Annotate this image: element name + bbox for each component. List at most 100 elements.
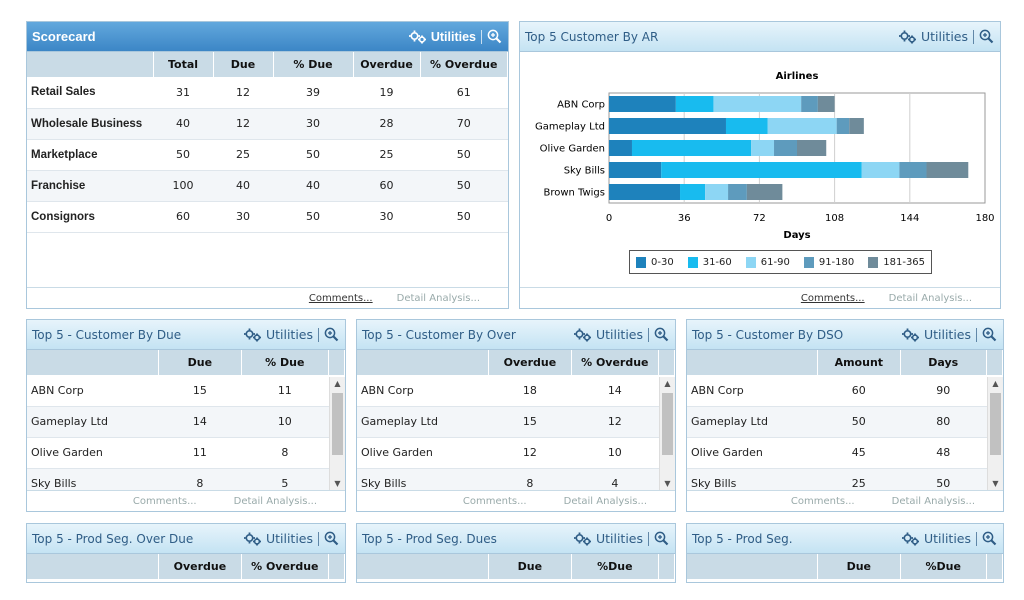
table-row[interactable]: Gameplay Ltd 14 10 xyxy=(27,406,345,438)
column-header: Due xyxy=(488,554,572,579)
legend-label: 31-60 xyxy=(702,256,732,268)
scroll-header-spacer xyxy=(986,554,1003,579)
zoom-icon[interactable] xyxy=(654,531,669,546)
scrollbar-thumb[interactable] xyxy=(332,393,343,455)
detail-analysis-link[interactable]: Detail Analysis... xyxy=(888,292,972,304)
column-header xyxy=(687,554,819,579)
legend-item[interactable]: 31-60 xyxy=(687,256,732,268)
scrollbar-thumb[interactable] xyxy=(662,393,673,455)
vertical-scrollbar[interactable]: ▲ ▼ xyxy=(987,377,1003,491)
detail-analysis-link[interactable]: Detail Analysis... xyxy=(233,495,317,507)
utilities-button[interactable]: Utilities xyxy=(923,531,971,546)
y-category-label: ABN Corp xyxy=(557,100,605,111)
table-cell: 50 xyxy=(420,139,508,171)
zoom-icon[interactable] xyxy=(487,29,502,44)
table-cell: 50 xyxy=(273,139,353,171)
bar-segment xyxy=(751,140,775,156)
legend-item[interactable]: 91-180 xyxy=(803,256,854,268)
table-row[interactable]: Olive Garden 12 10 xyxy=(357,437,675,469)
scorecard-table: Total Due% Due Overdue% Overdue Retail Sal… xyxy=(27,52,508,233)
vertical-scrollbar[interactable]: ▲ ▼ xyxy=(329,377,345,491)
table-row[interactable]: Gameplay Ltd 15 12 xyxy=(357,406,675,438)
zoom-icon[interactable] xyxy=(979,29,994,44)
table-cell: 12 xyxy=(213,77,273,109)
gears-icon[interactable] xyxy=(243,327,263,343)
scorecard-row[interactable]: Consignors 60 30 50 30 50 xyxy=(27,201,508,233)
table-cell: 19 xyxy=(353,77,420,109)
ar-footer: Comments... Detail Analysis... xyxy=(520,287,1000,308)
bar-segment xyxy=(609,140,632,156)
legend-label: 181-365 xyxy=(883,256,926,268)
scorecard-header: Scorecard Utilities xyxy=(27,22,508,52)
vertical-scrollbar[interactable]: ▲ ▼ xyxy=(659,377,675,491)
scrollbar-thumb[interactable] xyxy=(990,393,1001,455)
zoom-icon[interactable] xyxy=(982,531,997,546)
scorecard-row[interactable]: Retail Sales 31 12 39 19 61 xyxy=(27,77,508,109)
detail-analysis-link[interactable]: Detail Analysis... xyxy=(891,495,975,507)
prod-seg-dues-panel: Top 5 - Prod Seg. Dues Utilities Due %Due xyxy=(356,523,676,583)
utilities-button[interactable]: Utilities xyxy=(430,29,476,44)
gears-icon[interactable] xyxy=(573,327,593,343)
utilities-button[interactable]: Utilities xyxy=(595,327,643,342)
table-cell: 40 xyxy=(153,108,213,140)
comments-link[interactable]: Comments... xyxy=(308,292,373,304)
table-row[interactable]: ABN Corp 15 11 xyxy=(27,375,345,407)
table-cell: 15 xyxy=(488,406,572,438)
comments-link[interactable]: Comments... xyxy=(132,495,197,507)
legend-swatch xyxy=(868,256,879,268)
comments-link[interactable]: Comments... xyxy=(790,495,855,507)
scroll-down-icon[interactable]: ▼ xyxy=(664,479,671,488)
gears-icon[interactable] xyxy=(408,29,428,45)
table-cell: 90 xyxy=(900,375,987,407)
utilities-button[interactable]: Utilities xyxy=(923,327,971,342)
utilities-button[interactable]: Utilities xyxy=(595,531,643,546)
table-cell: 60 xyxy=(353,170,420,202)
comments-link[interactable]: Comments... xyxy=(462,495,527,507)
gears-icon[interactable] xyxy=(573,531,593,547)
legend-item[interactable]: 181-365 xyxy=(868,256,926,268)
zoom-icon[interactable] xyxy=(982,327,997,342)
scorecard-row[interactable]: Wholesale Business 40 12 30 28 70 xyxy=(27,108,508,140)
detail-analysis-link[interactable]: Detail Analysis... xyxy=(396,292,480,304)
gears-icon[interactable] xyxy=(243,531,263,547)
zoom-icon[interactable] xyxy=(324,327,339,342)
ar-header: Top 5 Customer By AR Utilities xyxy=(520,22,1000,52)
table-cell: ABN Corp xyxy=(687,375,818,407)
toolbar-separator xyxy=(318,531,319,546)
detail-analysis-link[interactable]: Detail Analysis... xyxy=(563,495,647,507)
scroll-up-icon[interactable]: ▲ xyxy=(334,379,341,388)
bar-segment xyxy=(680,184,706,200)
table-cell: 8 xyxy=(241,437,329,469)
zoom-icon[interactable] xyxy=(324,531,339,546)
table-row[interactable]: ABN Corp 18 14 xyxy=(357,375,675,407)
segment-table: Overdue% Overdue xyxy=(27,554,345,579)
utilities-button[interactable]: Utilities xyxy=(265,327,313,342)
scroll-down-icon[interactable]: ▼ xyxy=(334,479,341,488)
panel-title: Top 5 - Prod Seg. Over Due xyxy=(32,531,194,546)
column-header xyxy=(27,350,159,375)
scroll-up-icon[interactable]: ▲ xyxy=(992,379,999,388)
utilities-button[interactable]: Utilities xyxy=(265,531,313,546)
table-row[interactable]: Gameplay Ltd 50 80 xyxy=(687,406,1003,438)
table-row[interactable]: Olive Garden 45 48 xyxy=(687,437,1003,469)
legend-item[interactable]: 61-90 xyxy=(745,256,790,268)
comments-link[interactable]: Comments... xyxy=(800,292,865,304)
scorecard-row[interactable]: Marketplace 50 25 50 25 50 xyxy=(27,139,508,171)
table-cell: 60 xyxy=(817,375,900,407)
table-row[interactable]: ABN Corp 60 90 xyxy=(687,375,1003,407)
bar-segment xyxy=(774,140,797,156)
zoom-icon[interactable] xyxy=(654,327,669,342)
legend-item[interactable]: 0-30 xyxy=(636,256,674,268)
gears-icon[interactable] xyxy=(898,29,918,45)
legend-swatch xyxy=(636,256,646,268)
scroll-down-icon[interactable]: ▼ xyxy=(992,479,999,488)
table-row[interactable]: Olive Garden 11 8 xyxy=(27,437,345,469)
gears-icon[interactable] xyxy=(901,327,921,343)
bar-segment xyxy=(609,96,676,112)
toolbar-separator xyxy=(976,531,977,546)
y-category-label: Olive Garden xyxy=(540,144,605,155)
gears-icon[interactable] xyxy=(901,531,921,547)
scroll-up-icon[interactable]: ▲ xyxy=(664,379,671,388)
scorecard-row[interactable]: Franchise 100 40 40 60 50 xyxy=(27,170,508,202)
utilities-button[interactable]: Utilities xyxy=(920,29,968,44)
